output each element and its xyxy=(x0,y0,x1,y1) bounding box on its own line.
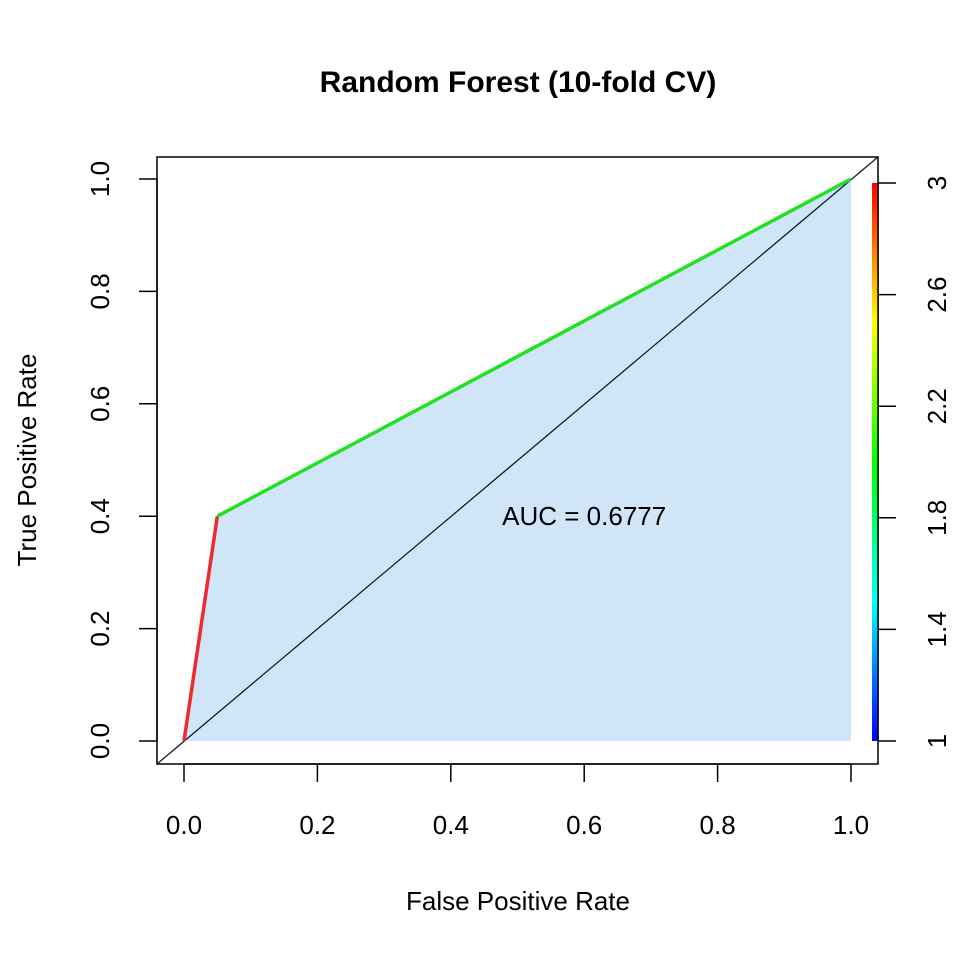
y-tick-label: 0.8 xyxy=(85,273,115,309)
x-tick-label: 0.0 xyxy=(166,810,202,840)
x-tick-label: 0.4 xyxy=(433,810,469,840)
y-tick-label: 0.0 xyxy=(85,723,115,759)
y-tick-label: 1.0 xyxy=(85,161,115,197)
diagonal-line xyxy=(156,156,879,765)
roc-curve xyxy=(182,177,852,742)
y-tick-label: 0.6 xyxy=(85,386,115,422)
auc-annotation: AUC = 0.6777 xyxy=(502,501,666,531)
y-tick-label: 0.2 xyxy=(85,611,115,647)
y-axis-label: True Positive Rate xyxy=(12,354,42,567)
colorbar-tick-label: 1 xyxy=(922,734,952,748)
x-tick-label: 0.6 xyxy=(566,810,602,840)
x-axis: 0.0 0.2 0.4 0.6 0.8 1.0 xyxy=(166,763,869,840)
x-axis-label: False Positive Rate xyxy=(406,886,630,916)
x-tick-label: 0.2 xyxy=(299,810,335,840)
colorbar-tick-label: 2.2 xyxy=(922,388,952,424)
x-tick-label: 1.0 xyxy=(833,810,869,840)
chart-title: Random Forest (10-fold CV) xyxy=(320,66,717,99)
roc-segment xyxy=(216,177,852,518)
y-axis: 0.0 0.2 0.4 0.6 0.8 1.0 xyxy=(85,161,158,759)
colorbar-tick-label: 2.6 xyxy=(922,277,952,313)
x-tick-label: 0.8 xyxy=(700,810,736,840)
y-tick-label: 0.4 xyxy=(85,498,115,534)
colorbar-tick-label: 1.4 xyxy=(922,611,952,647)
roc-segment xyxy=(182,515,220,742)
colorbar-tick-label: 1.8 xyxy=(922,500,952,536)
colorbar-axis: 1 1.4 1.8 2.2 2.6 3 xyxy=(877,176,952,748)
colorbar-tick-label: 3 xyxy=(922,176,952,190)
colorbar xyxy=(872,183,878,741)
